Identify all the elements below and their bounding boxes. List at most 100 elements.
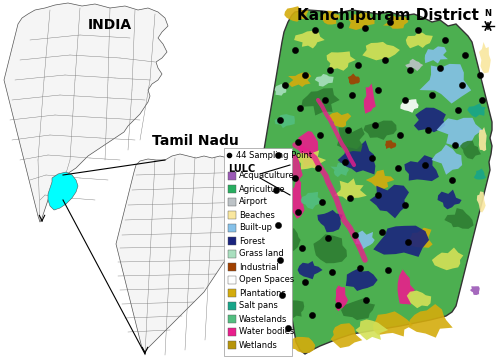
- Polygon shape: [405, 59, 423, 71]
- Polygon shape: [338, 140, 376, 174]
- Polygon shape: [290, 155, 302, 180]
- Bar: [228, 211, 236, 219]
- Text: N: N: [484, 9, 492, 18]
- Polygon shape: [467, 103, 485, 117]
- Text: Wetlands: Wetlands: [239, 340, 278, 349]
- Text: Beaches: Beaches: [239, 211, 275, 219]
- Polygon shape: [407, 291, 431, 308]
- Text: Agriculture: Agriculture: [239, 184, 286, 194]
- Polygon shape: [341, 298, 375, 320]
- Bar: [228, 224, 236, 232]
- Polygon shape: [477, 192, 486, 213]
- Polygon shape: [364, 121, 396, 140]
- Polygon shape: [284, 300, 304, 318]
- Polygon shape: [334, 178, 367, 200]
- Text: Acquaculture: Acquaculture: [239, 171, 295, 180]
- Polygon shape: [364, 83, 376, 114]
- Polygon shape: [337, 127, 364, 153]
- Polygon shape: [470, 286, 480, 295]
- Polygon shape: [284, 6, 308, 22]
- Polygon shape: [314, 234, 347, 263]
- Polygon shape: [408, 304, 453, 338]
- Polygon shape: [356, 319, 388, 340]
- Polygon shape: [420, 64, 471, 103]
- Polygon shape: [298, 261, 322, 279]
- Polygon shape: [374, 226, 429, 257]
- Polygon shape: [289, 337, 315, 353]
- Polygon shape: [274, 114, 295, 128]
- Bar: [224, 148, 292, 356]
- Polygon shape: [424, 47, 448, 63]
- Polygon shape: [385, 140, 396, 149]
- Text: Open Spaces: Open Spaces: [239, 276, 294, 285]
- Polygon shape: [414, 108, 446, 132]
- Polygon shape: [298, 131, 318, 169]
- Polygon shape: [346, 269, 378, 291]
- Polygon shape: [460, 141, 481, 159]
- Polygon shape: [116, 154, 264, 352]
- Text: Tamil Nadu: Tamil Nadu: [152, 134, 238, 148]
- Polygon shape: [373, 311, 413, 337]
- Polygon shape: [330, 323, 362, 348]
- Polygon shape: [294, 31, 324, 48]
- Polygon shape: [285, 177, 304, 219]
- Bar: [228, 302, 236, 310]
- Polygon shape: [400, 99, 418, 113]
- Polygon shape: [300, 192, 322, 209]
- Polygon shape: [349, 13, 374, 30]
- Bar: [228, 198, 236, 206]
- Text: Built-up: Built-up: [239, 223, 272, 232]
- Bar: [228, 172, 236, 180]
- Polygon shape: [302, 88, 340, 116]
- Polygon shape: [315, 74, 334, 87]
- Polygon shape: [474, 169, 486, 180]
- Polygon shape: [326, 52, 356, 71]
- Polygon shape: [408, 228, 432, 248]
- Text: Industrial: Industrial: [239, 262, 279, 271]
- Polygon shape: [444, 208, 474, 229]
- Text: INDIA: INDIA: [88, 18, 132, 32]
- Text: Grass land: Grass land: [239, 250, 284, 258]
- Polygon shape: [355, 231, 374, 250]
- Bar: [228, 315, 236, 323]
- Text: Water bodies: Water bodies: [239, 328, 294, 337]
- Polygon shape: [362, 42, 400, 61]
- Bar: [228, 185, 236, 193]
- Text: Plantations: Plantations: [239, 289, 286, 297]
- Bar: [228, 328, 236, 336]
- Polygon shape: [406, 33, 433, 48]
- Text: LULC: LULC: [228, 164, 256, 174]
- Bar: [228, 289, 236, 297]
- Text: Kanchipuram District: Kanchipuram District: [297, 8, 479, 23]
- Polygon shape: [479, 42, 491, 73]
- Bar: [228, 237, 236, 245]
- Text: Forest: Forest: [239, 237, 265, 246]
- Polygon shape: [242, 168, 262, 184]
- Polygon shape: [319, 11, 340, 24]
- Polygon shape: [398, 269, 415, 305]
- Polygon shape: [370, 185, 409, 218]
- Text: Salt pans: Salt pans: [239, 301, 278, 310]
- Polygon shape: [264, 10, 492, 354]
- Polygon shape: [404, 155, 439, 181]
- Polygon shape: [296, 150, 326, 170]
- Polygon shape: [436, 118, 482, 148]
- Polygon shape: [275, 228, 300, 251]
- Polygon shape: [432, 145, 462, 175]
- Polygon shape: [336, 285, 348, 311]
- Text: Airport: Airport: [239, 198, 268, 207]
- Polygon shape: [318, 210, 343, 232]
- Bar: [228, 341, 236, 349]
- Polygon shape: [479, 127, 486, 151]
- Bar: [228, 250, 236, 258]
- Bar: [228, 276, 236, 284]
- Polygon shape: [48, 172, 78, 210]
- Polygon shape: [4, 3, 168, 222]
- Polygon shape: [366, 170, 394, 189]
- Text: Wastelands: Wastelands: [239, 314, 288, 324]
- Polygon shape: [348, 73, 360, 84]
- Polygon shape: [288, 73, 311, 87]
- Polygon shape: [330, 163, 349, 177]
- Polygon shape: [438, 190, 462, 209]
- Polygon shape: [275, 84, 286, 96]
